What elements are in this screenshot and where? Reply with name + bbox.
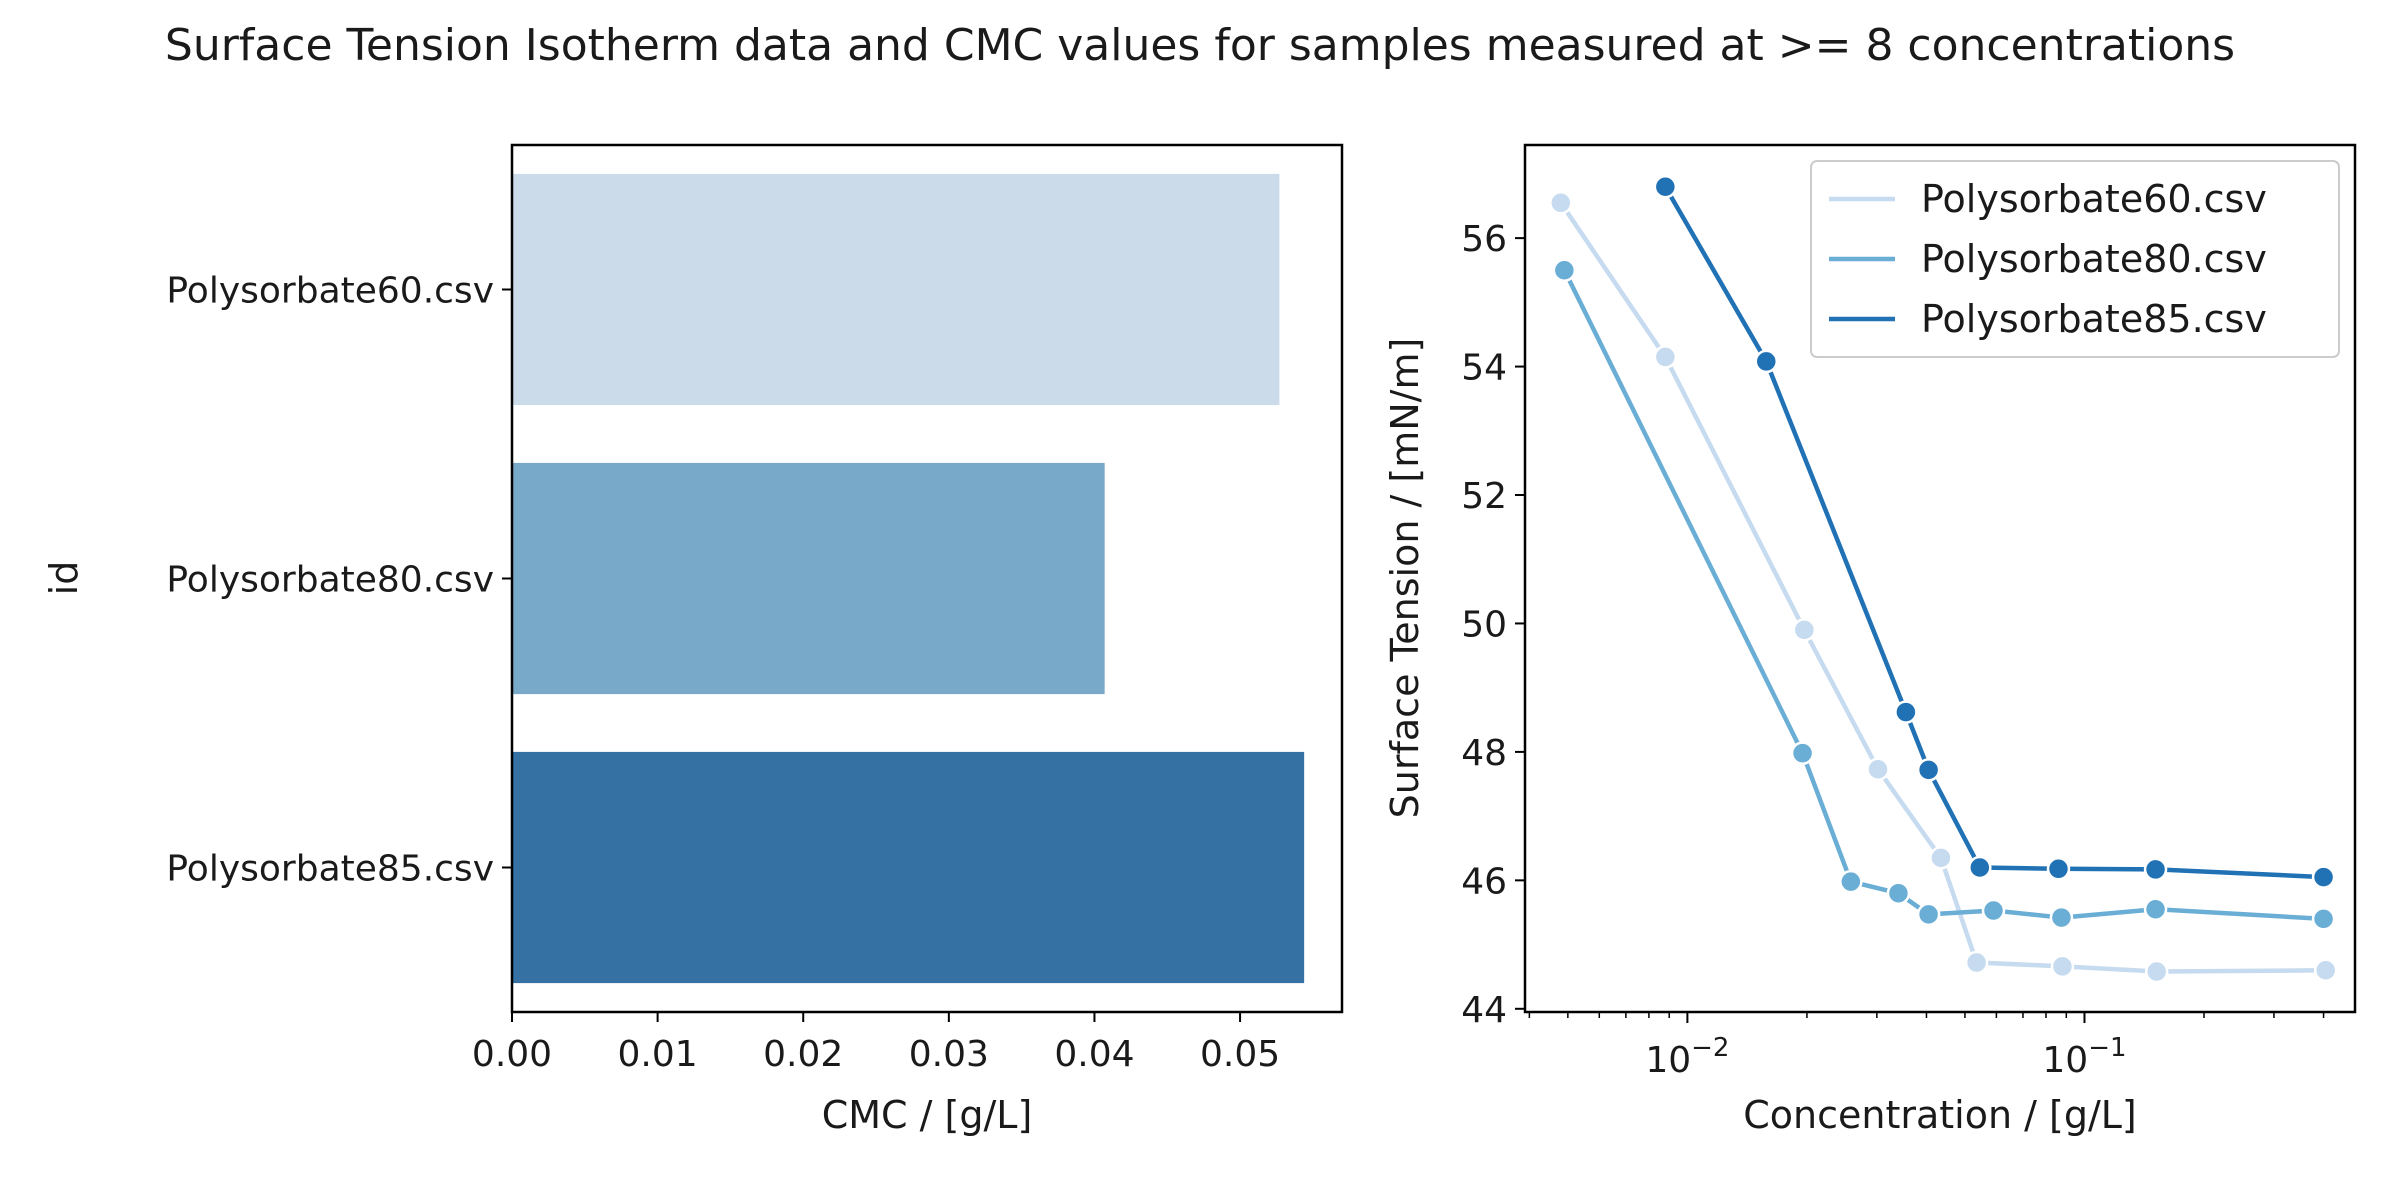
series-1-point-8 [2144,959,2169,984]
bar-x-axis-label: CMC / [g/L] [822,1093,1033,1137]
bar-3 [512,751,1305,984]
bar-x-tick-label-3: 0.02 [763,1034,843,1075]
series-2-point-9 [2311,907,2336,931]
bar-x-tick-label-5: 0.04 [1054,1034,1134,1075]
bar-x-tick-label-2: 0.01 [618,1034,698,1075]
series-2-point-5 [1916,902,1941,927]
line-x-tick-label-2: 10−1 [2042,1033,2126,1081]
series-3-point-5 [1968,855,1992,880]
line-y-tick-label-7: 56 [1461,219,1507,260]
series-2-point-7 [2049,905,2074,930]
line-marks [1549,174,2338,984]
series-3-point-1 [1653,174,1678,199]
series-3-point-6 [2046,857,2071,881]
series-1-point-7 [2050,954,2075,979]
series-2-point-4 [1886,881,1911,905]
legend-label-3: Polysorbate85.csv [1921,297,2267,341]
series-3-point-2 [1754,349,1779,374]
bar-x-tick-label-4: 0.03 [909,1034,989,1075]
line-y-axis-label: Surface Tension / [mN/m] [1383,338,1427,819]
series-3-point-8 [2311,865,2336,889]
figure-title: Surface Tension Isotherm data and CMC va… [165,20,2235,71]
series-1-point-2 [1653,345,1678,369]
legend-label-2: Polysorbate80.csv [1921,237,2267,281]
series-line-3 [1663,185,2324,880]
series-line-2 [1562,269,2324,922]
series-2-point-3 [1839,869,1863,894]
line-tick-labels: 44 46 48 50 52 54 56 10−2 10−1 [1461,219,2325,1081]
series-1-point-5 [1929,846,1953,870]
line-x-tick-label-1: 10−2 [1645,1033,1729,1081]
bar-y-axis-label: id [42,561,86,596]
series-1-point-6 [1964,950,1989,975]
bar-2 [512,462,1105,695]
series-2-point-8 [2143,897,2168,921]
line-plot-frame [1523,143,2357,1014]
bar-tick-labels: Polysorbate60.csv Polysorbate80.csv Polyso… [166,271,1280,1076]
line-y-tick-label-4: 50 [1461,604,1507,645]
series-3-point-3 [1894,700,1918,724]
series-2-point-2 [1790,741,1815,765]
line-y-tick-label-1: 44 [1461,990,1507,1031]
bar-x-tick-label-6: 0.05 [1200,1034,1280,1075]
bar-1 [512,173,1280,406]
isotherm-line-chart: 44 46 48 50 52 54 56 10−2 10−1 Concentration / [… [1383,143,2357,1137]
bar-y-tick-label-3: Polysorbate85.csv [166,849,494,890]
line-y-tick-label-5: 52 [1461,476,1507,517]
series-1-point-1 [1549,191,1573,215]
bar-plot-frame [510,143,1344,1014]
line-y-tick-label-2: 46 [1461,861,1507,902]
series-3-point-7 [2143,857,2168,882]
line-x-axis-label: Concentration / [g/L] [1743,1093,2137,1137]
line-y-tick-label-3: 48 [1461,733,1507,774]
cmc-bar-chart: Polysorbate60.csv Polysorbate80.csv Polyso… [42,143,1344,1137]
line-y-tick-label-6: 54 [1461,348,1507,389]
series-1-point-3 [1792,618,1817,642]
bar-x-tick-label-1: 0.00 [472,1034,552,1075]
series-1-point-4 [1866,757,1890,781]
bar-marks [512,173,1305,984]
legend-label-1: Polysorbate60.csv [1921,177,2267,221]
series-1-point-9 [2313,958,2338,983]
series-2-point-6 [1981,898,2006,923]
bar-y-tick-label-1: Polysorbate60.csv [166,271,494,312]
legend: Polysorbate60.csv Polysorbate80.csv Polyso… [1810,160,2340,358]
bar-y-tick-label-2: Polysorbate80.csv [166,560,494,601]
series-3-point-4 [1916,758,1941,782]
legend-box [1810,160,2340,358]
series-2-point-1 [1552,258,1577,282]
